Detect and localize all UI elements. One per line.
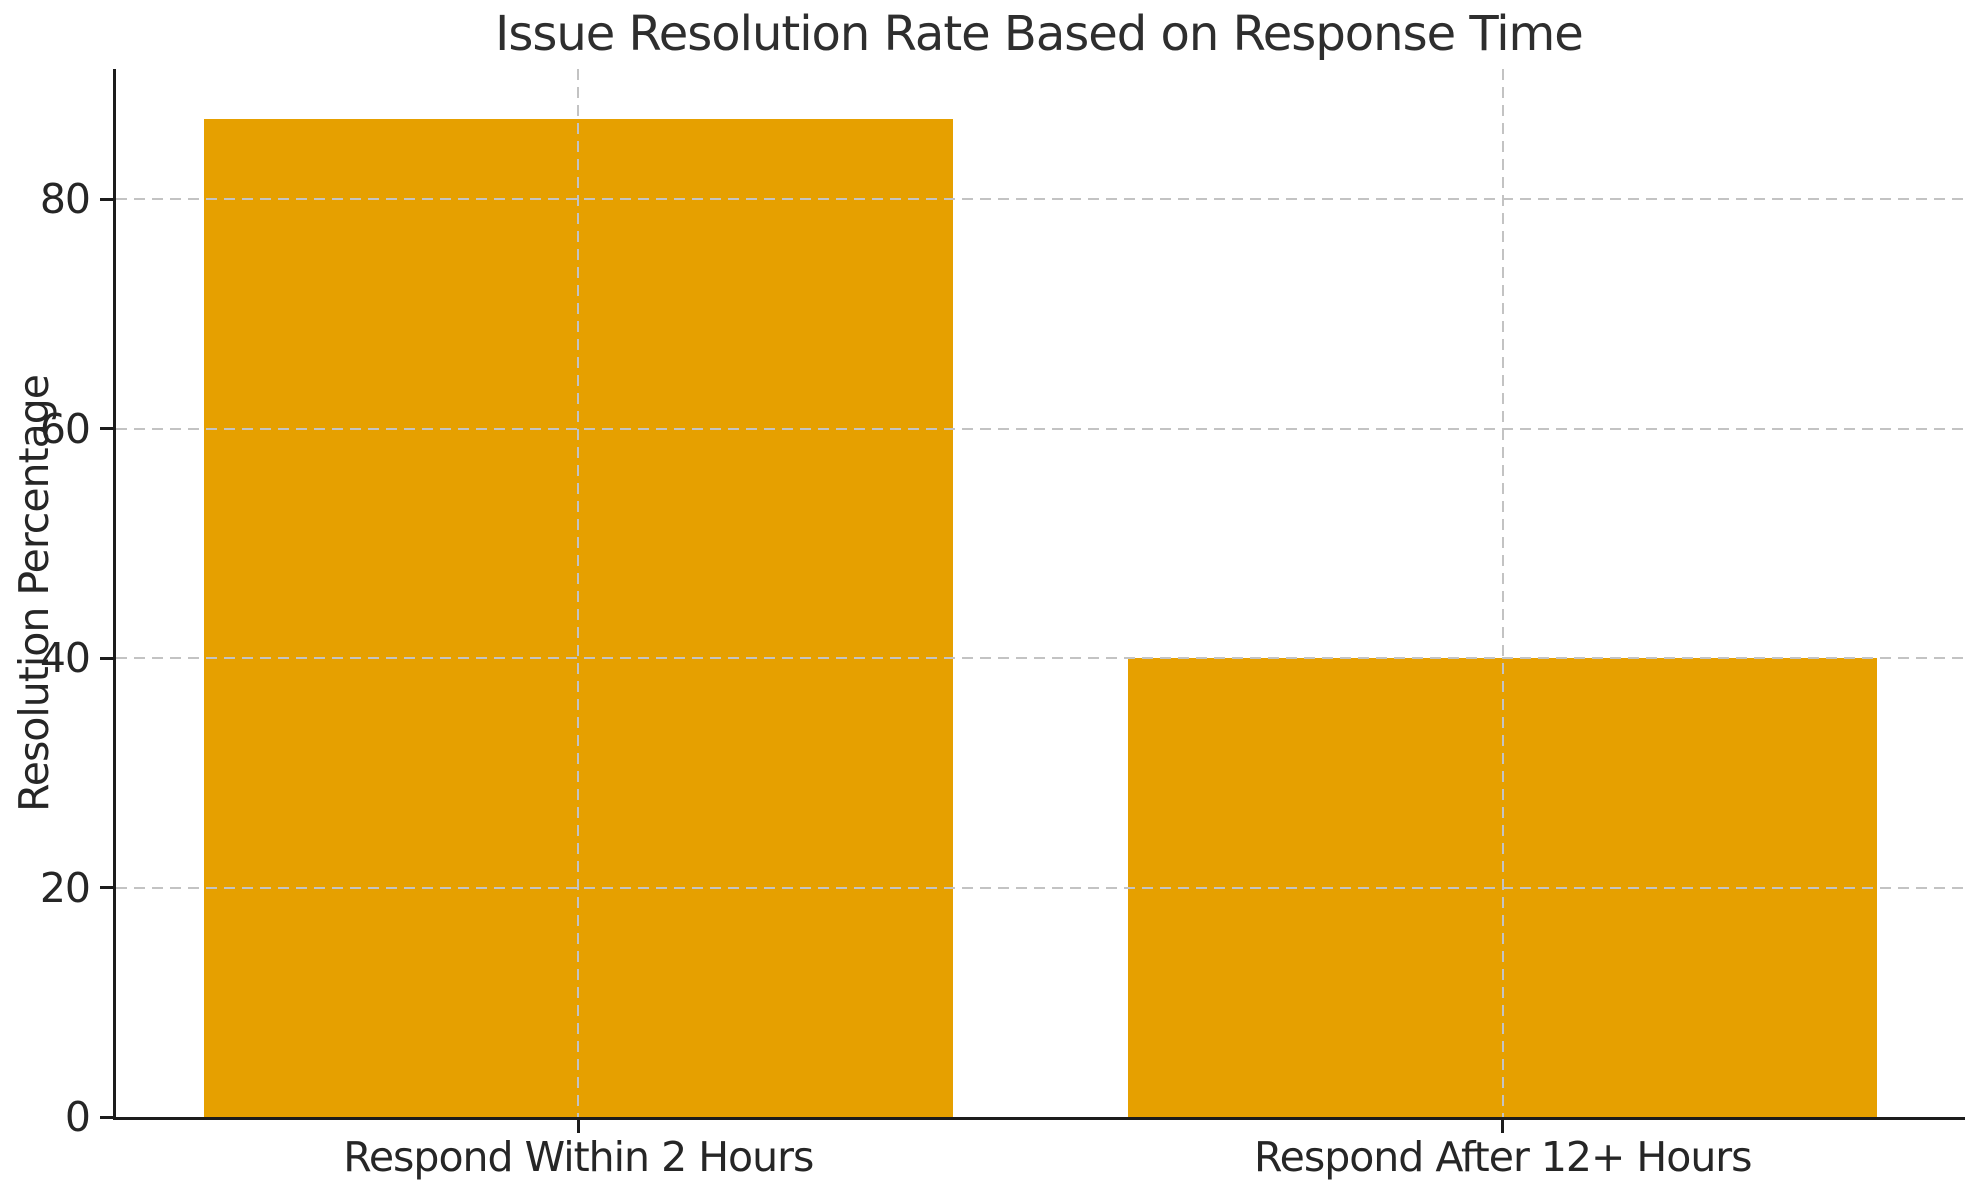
gridline-h-80	[116, 198, 1965, 201]
y-tick-mark-60	[100, 427, 113, 431]
gridline-h-60	[116, 427, 1965, 430]
x-tick-mark-1	[1501, 1120, 1505, 1133]
gridline-v-0	[577, 69, 580, 1117]
y-tick-label-40: 40	[39, 634, 91, 683]
y-tick-label-20: 20	[39, 863, 91, 912]
gridline-h-40	[116, 657, 1965, 660]
x-tick-label-0: Respond Within 2 Hours	[343, 1133, 814, 1180]
x-tick-label-1: Respond After 12+ Hours	[1253, 1133, 1753, 1180]
x-tick-mark-0	[576, 1120, 580, 1133]
y-tick-mark-0	[100, 1115, 113, 1119]
y-tick-label-0: 0	[64, 1093, 91, 1141]
y-tick-mark-20	[100, 886, 113, 890]
y-tick-mark-40	[100, 656, 113, 660]
plot-area: 0 20 40 60 80 Respond Within 2 Hours Respond A…	[40, 69, 1965, 1180]
gridline-h-20	[116, 886, 1965, 889]
y-tick-label-80: 80	[39, 175, 91, 224]
gridline-v-1	[1501, 69, 1504, 1117]
y-tick-mark-80	[100, 197, 113, 201]
y-tick-label-60: 60	[39, 404, 91, 453]
chart-title: Issue Resolution Rate Based on Response …	[495, 6, 1584, 62]
y-axis-label-container: Resolution Percentage	[8, 69, 60, 1117]
